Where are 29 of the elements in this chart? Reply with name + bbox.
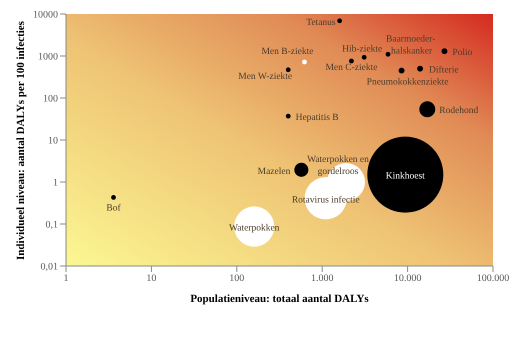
x-tick-label: 1 [64, 273, 68, 284]
series-label: Tetanus [306, 18, 336, 28]
series-label: Mazelen [258, 166, 291, 177]
series-label: Hepatitis B [296, 113, 339, 124]
x-tick-label: 100 [229, 273, 244, 284]
series-label: Rodehond [439, 106, 479, 116]
series-label: Hib-ziekte [342, 44, 382, 54]
x-tick-label: 10.000 [394, 273, 422, 284]
series-label: Pneumokokkenziekte [366, 78, 448, 88]
series-label: Polio [452, 48, 473, 58]
x-tick-label: 10 [146, 273, 156, 284]
y-tick-label: 10 [48, 136, 58, 147]
y-tick-label: 100 [43, 94, 58, 105]
series-label: Baarmoeder-halskanker [386, 34, 436, 56]
series-label: Kinkhoest [386, 172, 426, 182]
series-label: Men W-ziekte [238, 72, 292, 82]
y-axis-title: Individueel niveau: aantal DALYs per 100 infecties [14, 20, 27, 260]
series-label: Men C-ziekte [325, 63, 378, 74]
x-axis-title: Populatieniveau: totaal aantal DALYs [190, 293, 370, 305]
series-label: Bof [106, 203, 122, 214]
y-tick-label: 1 [53, 178, 58, 189]
x-tick-label: 100.000 [476, 273, 510, 284]
y-tick-label: 1000 [38, 52, 58, 63]
y-tick-label: 0,01 [40, 262, 58, 273]
series-label: Men B-ziekte [261, 46, 314, 57]
x-tick-label: 1.000 [310, 273, 334, 284]
y-tick-label: 0,1 [46, 220, 58, 231]
y-tick-label: 10000 [33, 10, 58, 21]
series-label: Difterie [429, 66, 459, 76]
